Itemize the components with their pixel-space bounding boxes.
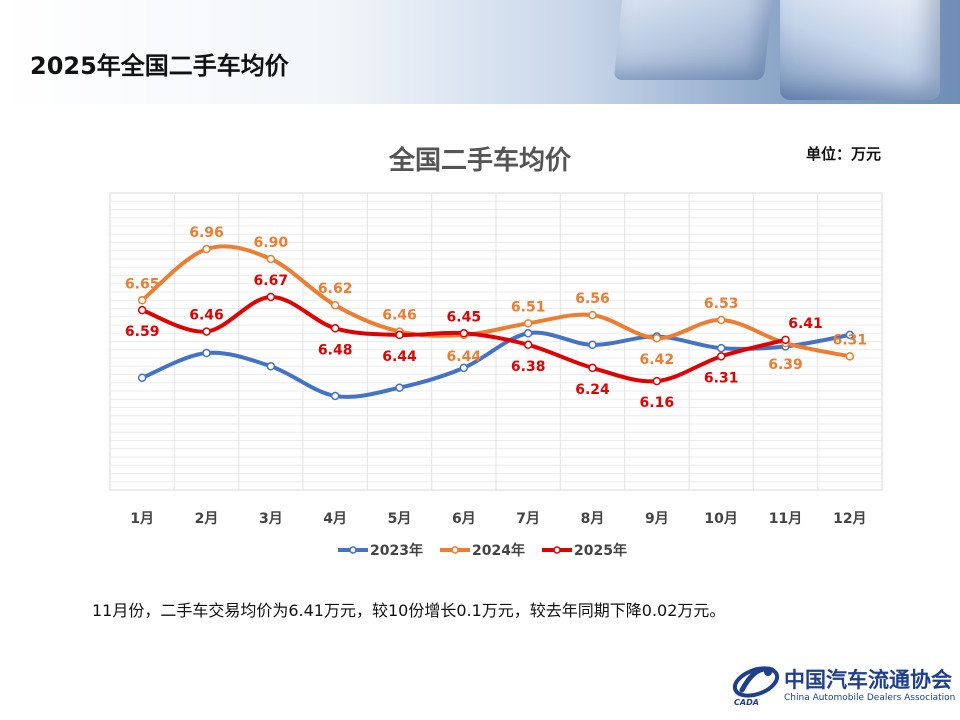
cada-logo: 中国汽车流通协会 China Automobile Dealers Associ… <box>732 660 956 710</box>
series-line <box>140 244 852 359</box>
data-point <box>137 296 147 305</box>
legend-marker <box>553 546 561 554</box>
data-point <box>266 362 276 371</box>
data-label: 6.31 <box>704 370 739 386</box>
x-tick-label: 3月 <box>259 511 283 527</box>
x-tick-label: 8月 <box>581 511 605 527</box>
data-label: 6.96 <box>189 225 224 241</box>
data-label: 6.16 <box>640 395 675 411</box>
data-point <box>330 391 340 401</box>
data-point <box>202 244 211 254</box>
data-point <box>652 333 662 343</box>
data-point <box>523 340 533 350</box>
data-point <box>137 305 147 315</box>
data-point <box>523 329 533 338</box>
x-tick-label: 4月 <box>323 511 347 527</box>
data-point <box>330 324 340 333</box>
data-label: 6.44 <box>382 349 417 365</box>
data-label: 6.41 <box>788 316 823 332</box>
data-label: 6.59 <box>125 324 160 340</box>
data-label: 6.24 <box>575 382 610 398</box>
data-label: 6.39 <box>768 357 803 373</box>
data-label: 6.90 <box>254 235 289 251</box>
data-label: 6.62 <box>318 281 353 297</box>
data-point <box>845 330 855 340</box>
data-point <box>266 254 276 264</box>
data-point <box>588 340 597 350</box>
data-point <box>523 319 533 328</box>
data-point <box>459 363 469 373</box>
x-tick-label: 5月 <box>388 511 412 527</box>
chart-title: 全国二手车均价 <box>388 146 571 176</box>
page-title: 2025年全国二手车均价 <box>30 52 289 80</box>
data-point <box>781 335 790 345</box>
x-tick-label: 12月 <box>833 511 866 527</box>
legend-label: 2024年 <box>472 542 525 559</box>
data-point <box>652 376 662 386</box>
x-tick-label: 7月 <box>516 511 540 527</box>
data-point <box>137 373 147 383</box>
series-line <box>140 330 852 399</box>
x-tick-label: 6月 <box>452 511 476 527</box>
unit-label: 单位：万元 <box>806 145 882 163</box>
data-label: 6.51 <box>511 299 546 315</box>
data-point <box>266 292 276 302</box>
x-tick-label: 9月 <box>645 511 669 527</box>
data-label: 6.67 <box>254 273 289 289</box>
data-point <box>845 352 855 361</box>
x-tick-label: 10月 <box>704 511 737 527</box>
cada-emblem-icon <box>732 666 780 698</box>
logo-abbr: CADA <box>734 698 759 707</box>
data-point <box>395 330 404 340</box>
data-point <box>395 383 404 392</box>
x-tick-label: 1月 <box>130 511 154 527</box>
data-point <box>330 300 340 310</box>
data-label: 6.46 <box>382 308 417 324</box>
data-point <box>716 315 726 325</box>
data-point <box>716 343 726 353</box>
logo-name-cn: 中国汽车流通协会 <box>784 667 952 692</box>
data-label: 6.48 <box>318 342 353 358</box>
data-label: 6.45 <box>447 309 482 325</box>
header-decoration <box>780 0 940 100</box>
header-banner: 2025年全国二手车均价 <box>0 0 960 104</box>
data-label: 6.56 <box>575 291 610 307</box>
legend-marker <box>349 546 357 554</box>
legend-label: 2025年 <box>574 542 627 559</box>
data-point <box>459 329 469 338</box>
legend-label: 2023年 <box>370 542 423 559</box>
x-tick-label: 2月 <box>195 511 219 527</box>
data-point <box>716 352 726 361</box>
data-point <box>588 363 597 373</box>
summary-text: 11月份，二手车交易均价为6.41万元，较10份增长0.1万元，较去年同期下降0… <box>92 601 726 620</box>
data-point <box>202 348 211 358</box>
x-tick-label: 11月 <box>769 511 802 527</box>
logo-name-en: China Automobile Dealers Association <box>784 693 956 703</box>
data-label: 6.44 <box>447 349 482 365</box>
data-label: 6.42 <box>640 352 675 368</box>
data-label: 6.65 <box>125 276 160 292</box>
legend-marker <box>451 546 459 554</box>
data-label: 6.31 <box>833 332 868 348</box>
data-point <box>588 310 597 320</box>
data-label: 6.38 <box>511 359 546 375</box>
data-label: 6.46 <box>189 308 224 324</box>
data-point <box>202 327 211 336</box>
data-label: 6.53 <box>704 296 739 312</box>
